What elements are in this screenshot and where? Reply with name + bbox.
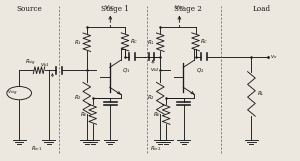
Text: $Q_2$: $Q_2$ [196, 67, 204, 76]
Text: $R_{in2}$: $R_{in2}$ [150, 144, 162, 152]
Text: $R_1$: $R_1$ [147, 38, 155, 47]
Text: $R_C$: $R_C$ [130, 37, 138, 46]
Text: $R_1$: $R_1$ [74, 38, 82, 47]
Text: $R_E$: $R_E$ [153, 110, 161, 119]
Text: $R_L$: $R_L$ [257, 90, 265, 98]
Text: Stage 2: Stage 2 [174, 5, 202, 13]
Text: $R_2$: $R_2$ [147, 93, 155, 102]
Text: $R_E$: $R_E$ [80, 110, 88, 119]
Text: $R_{in1}$: $R_{in1}$ [31, 144, 43, 152]
Text: $v_o$: $v_o$ [270, 53, 278, 61]
Text: $R_2$: $R_2$ [74, 93, 82, 102]
Text: $Q_1$: $Q_1$ [122, 67, 130, 76]
Text: $V_{CC}$: $V_{CC}$ [173, 3, 185, 12]
Text: $v_{sig}$: $v_{sig}$ [7, 89, 18, 98]
Text: $V_{CC}$: $V_{CC}$ [104, 3, 116, 12]
Text: Load: Load [253, 5, 271, 13]
Text: $v_{b2}$: $v_{b2}$ [150, 66, 160, 74]
Text: Source: Source [16, 5, 42, 13]
Text: Stage 1: Stage 1 [101, 5, 129, 13]
Text: $v_{b1}$: $v_{b1}$ [40, 61, 50, 69]
Text: $R_{sig}$: $R_{sig}$ [25, 58, 37, 68]
Text: $R_C$: $R_C$ [200, 37, 209, 46]
